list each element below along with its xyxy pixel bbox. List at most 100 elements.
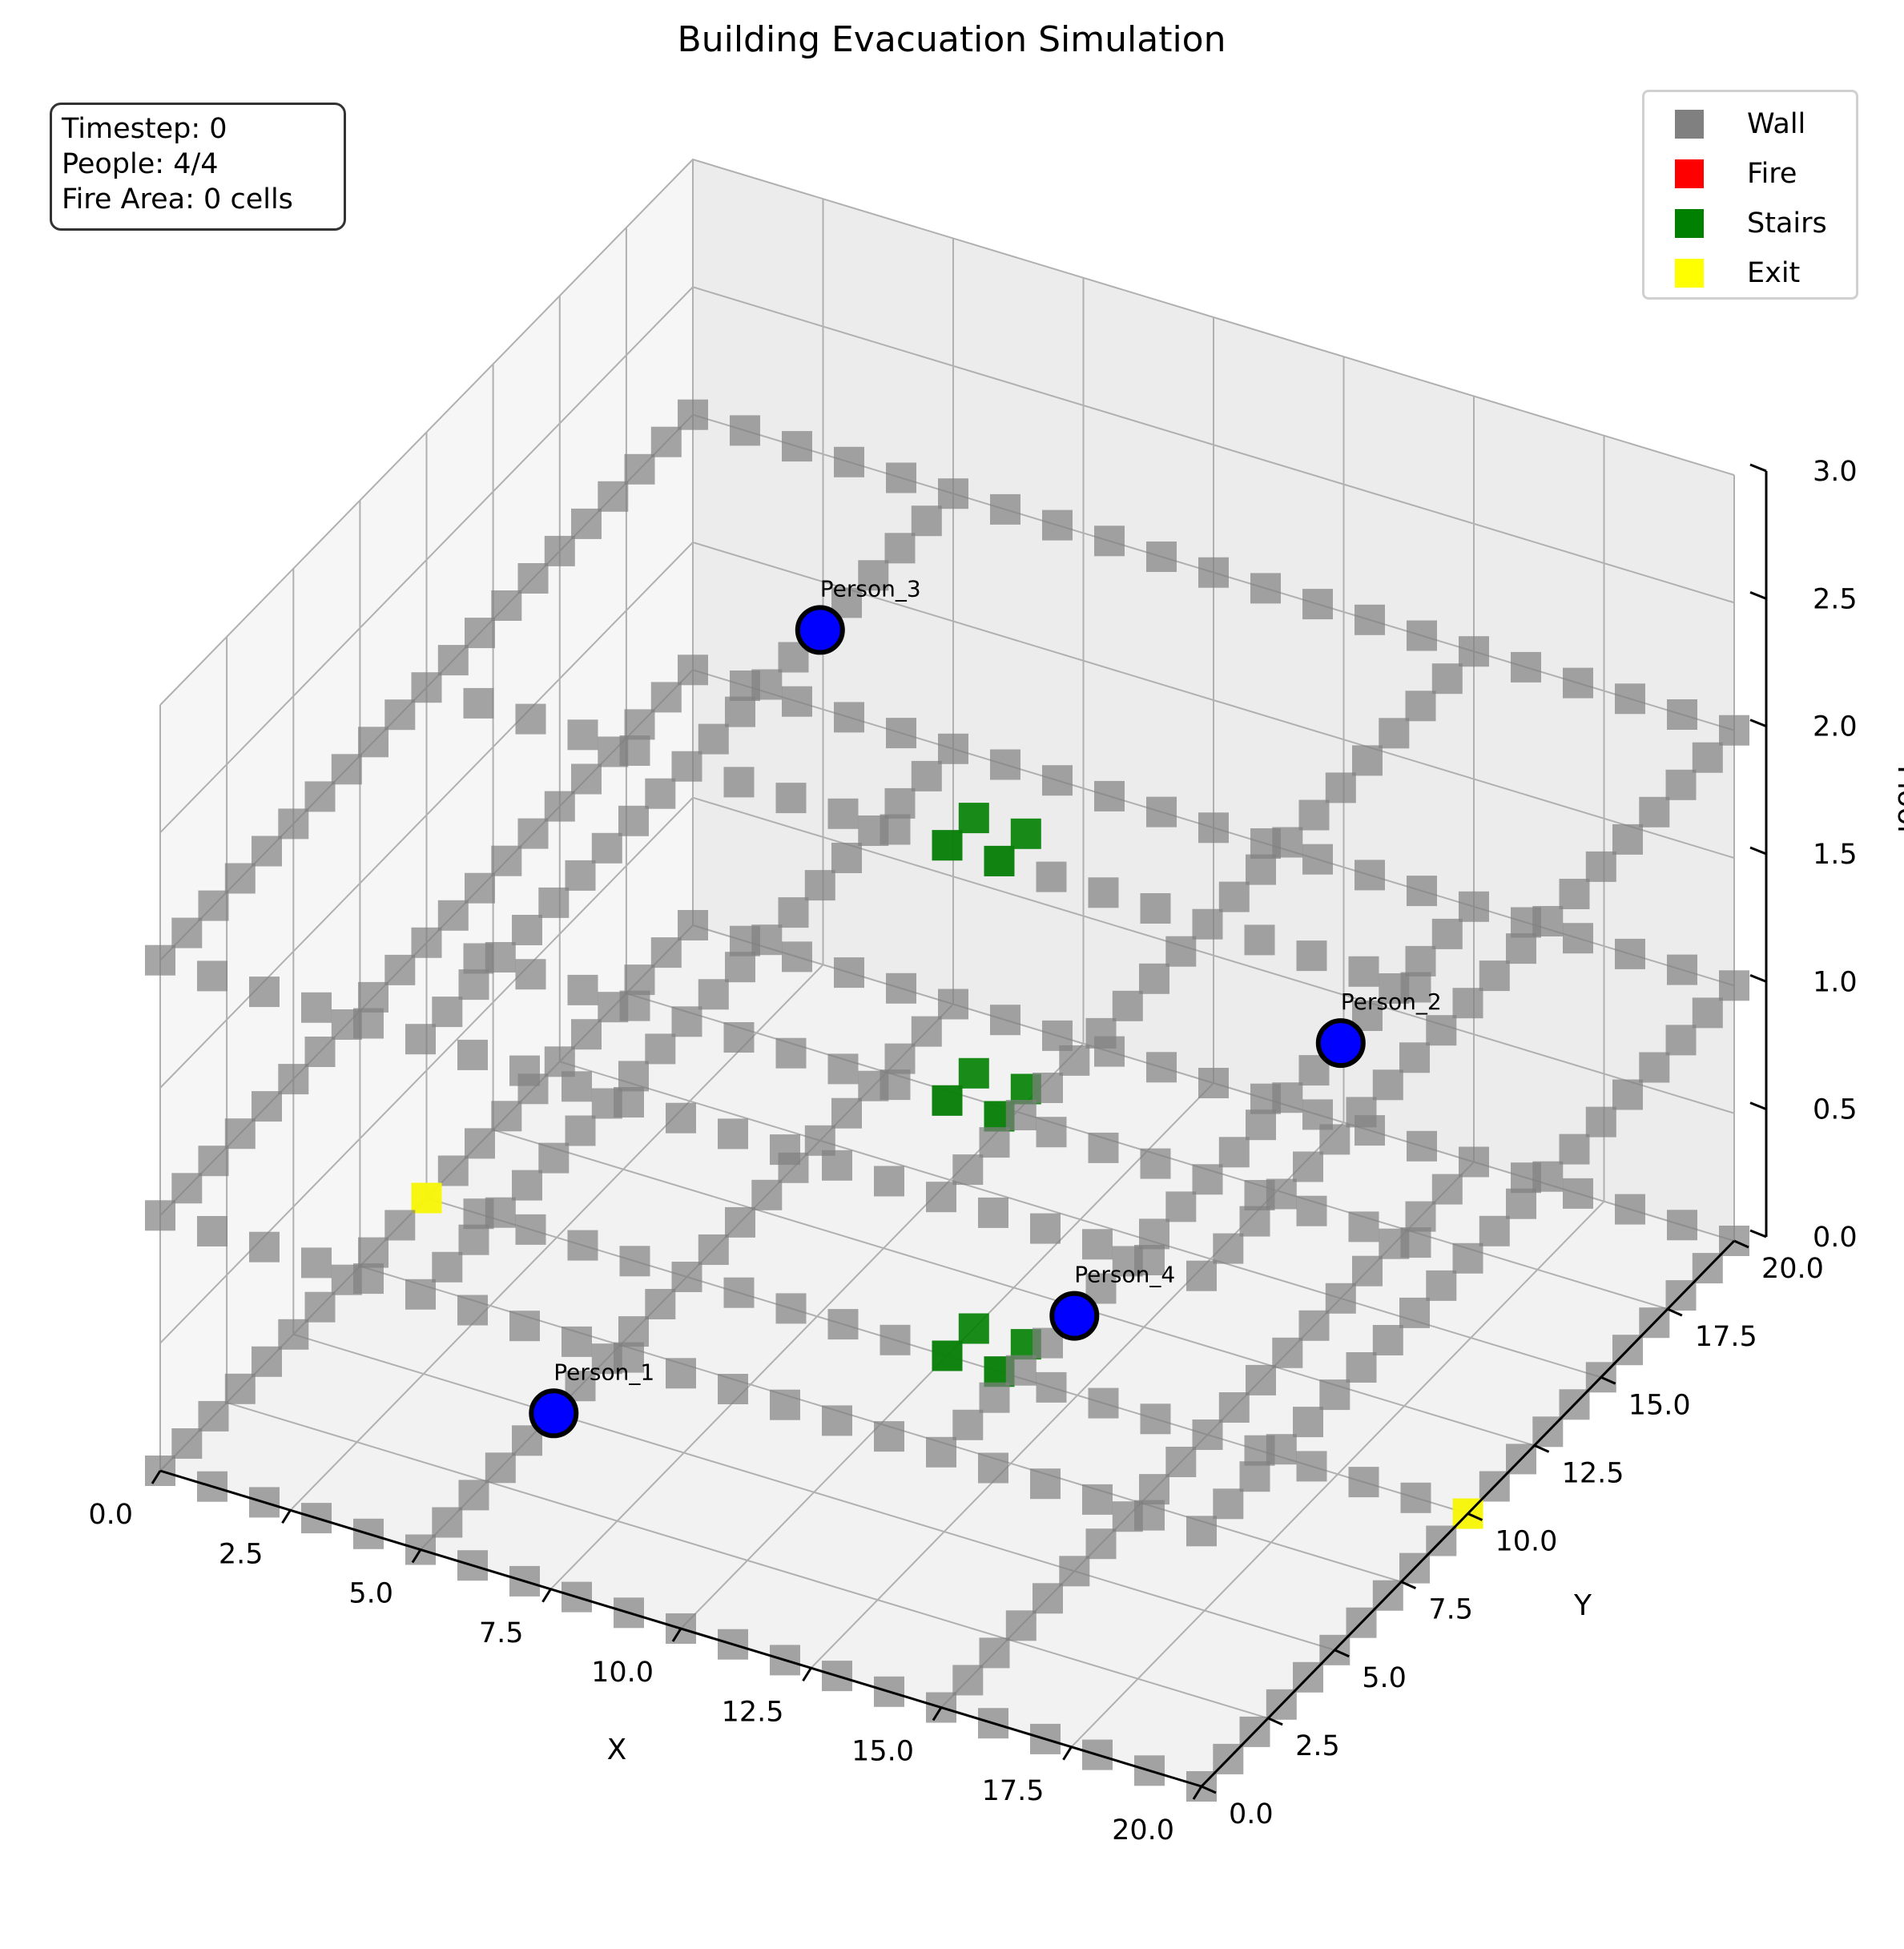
wall-cell — [1426, 1015, 1457, 1046]
wall-cell — [678, 654, 708, 686]
wall-cell — [1348, 1467, 1379, 1498]
wall-cell — [834, 702, 864, 733]
person-marker — [529, 1388, 579, 1439]
y-tick-label: 20.0 — [1761, 1253, 1824, 1285]
wall-cell — [671, 751, 702, 782]
wall-cell — [1293, 1151, 1323, 1182]
wall-cell — [411, 672, 442, 703]
legend-swatch-exit — [1675, 259, 1704, 288]
wall-cell — [1296, 1451, 1327, 1482]
wall-cell — [775, 783, 807, 814]
x-tick-label: 7.5 — [479, 1617, 524, 1649]
stairs-cell — [958, 1057, 989, 1089]
wall-cell — [1036, 861, 1067, 892]
wall-cell — [353, 1008, 384, 1039]
wall-cell — [751, 924, 783, 956]
wall-cell — [252, 836, 282, 867]
wall-cell — [1692, 997, 1723, 1029]
wall-cell — [509, 1055, 540, 1086]
wall-cell — [886, 718, 916, 749]
wall-cell — [491, 1101, 522, 1132]
wall-cell — [384, 1210, 416, 1241]
wall-cell — [1615, 683, 1645, 715]
wall-cell — [437, 1155, 469, 1186]
x-tick — [802, 1667, 812, 1682]
fire-area-text: Fire Area: 0 cells — [62, 183, 293, 215]
wall-cell — [666, 1358, 696, 1389]
wall-cell — [770, 1134, 800, 1166]
wall-cell — [751, 669, 783, 700]
wall-cell — [624, 453, 655, 485]
wall-cell — [1165, 1447, 1197, 1477]
wall-cell — [1667, 1210, 1697, 1241]
wall-cell — [938, 733, 968, 764]
wall-cell — [1612, 823, 1643, 855]
people-count-text: People: 4/4 — [62, 148, 219, 180]
wall-cell — [1431, 663, 1463, 695]
stairs-cell — [932, 1340, 963, 1371]
wall-cell — [1563, 1178, 1593, 1209]
wall-cell — [990, 493, 1020, 525]
wall-cell — [1559, 1134, 1590, 1165]
wall-cell — [1459, 636, 1489, 667]
z-tick-label: 2.5 — [1813, 583, 1858, 615]
wall-cell — [827, 1053, 859, 1085]
wall-cell — [1348, 1211, 1379, 1242]
wall-cell — [1140, 893, 1171, 924]
wall-cell — [278, 808, 309, 840]
z-tick-label: 1.0 — [1813, 966, 1858, 998]
wall-cell — [1033, 1073, 1063, 1103]
wall-cell — [858, 560, 889, 591]
wall-cell — [145, 944, 175, 976]
wall-cell — [485, 942, 516, 972]
person-label: Person_1 — [553, 1359, 654, 1385]
wall-cell — [884, 533, 916, 564]
wall-cell — [1563, 667, 1593, 699]
wall-cell — [1198, 557, 1229, 588]
wall-cell — [198, 1400, 229, 1432]
wall-cell — [331, 754, 362, 785]
wall-cell — [979, 1637, 1010, 1669]
x-tick — [1192, 1786, 1203, 1800]
wall-cell — [1266, 1434, 1297, 1465]
legend-swatch-wall — [1675, 110, 1704, 139]
legend-label-exit: Exit — [1747, 257, 1801, 289]
wall-cell — [1431, 918, 1463, 949]
wall-cell — [1298, 1310, 1330, 1341]
z-tick-label: 2.0 — [1813, 711, 1858, 743]
wall-cell — [304, 1291, 336, 1323]
wall-cell — [562, 1071, 592, 1102]
wall-cell — [1198, 812, 1229, 844]
wall-cell — [1615, 1194, 1645, 1225]
wall-cell — [1085, 1017, 1117, 1049]
x-tick-label: 17.5 — [982, 1775, 1045, 1807]
person-label: Person_4 — [1074, 1262, 1175, 1288]
wall-cell — [1246, 854, 1276, 885]
x-tick-label: 15.0 — [851, 1736, 914, 1768]
wall-cell — [1325, 772, 1356, 803]
wall-cell — [911, 505, 942, 537]
x-axis-label: X — [607, 1734, 627, 1766]
wall-cell — [1250, 573, 1281, 604]
wall-cell — [1042, 765, 1073, 796]
y-tick — [1334, 1649, 1350, 1658]
wall-cell — [1479, 1215, 1510, 1246]
x-tick — [1062, 1746, 1073, 1761]
wall-cell — [517, 818, 549, 849]
wall-cell — [770, 1389, 800, 1420]
stairs-cell — [984, 845, 1015, 876]
wall-cell — [1088, 1387, 1119, 1419]
wall-cell — [834, 957, 864, 989]
wall-cell — [723, 1277, 755, 1308]
wall-cell — [171, 917, 203, 948]
wall-cell — [822, 1405, 852, 1436]
wall-cell — [952, 1665, 984, 1696]
wall-cell — [491, 590, 522, 621]
wall-cell — [1400, 1227, 1431, 1258]
wall-cell — [509, 1311, 540, 1342]
wall-cell — [1426, 1270, 1457, 1301]
wall-cell — [1218, 1137, 1250, 1168]
wall-cell — [249, 977, 280, 1008]
wall-cell — [1213, 1233, 1244, 1264]
person-label: Person_3 — [820, 575, 921, 602]
